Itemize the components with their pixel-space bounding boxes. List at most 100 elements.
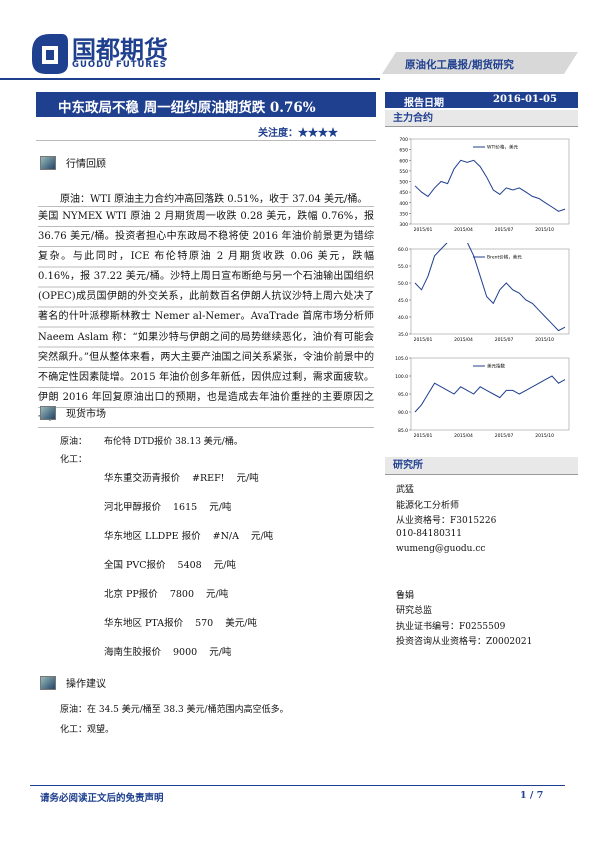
price-item: 北京 PP报价 7800 元/吨: [104, 586, 240, 600]
y-tick-label: 300: [399, 222, 408, 228]
y-tick-label: 105.0: [395, 356, 408, 362]
item-unit: 元/吨: [213, 560, 236, 571]
person-line: 从业资格号：F3015226: [396, 516, 497, 526]
x-tick-label: 2015/07: [495, 227, 514, 233]
item-value: 9000: [173, 647, 198, 658]
item-value: 1615: [173, 502, 198, 513]
person-line: 武猛: [396, 485, 415, 495]
y-tick-label: 600: [399, 158, 408, 164]
y-tick-label: 40.0: [398, 315, 408, 321]
item-name: 海南生胶报价: [104, 647, 162, 658]
line-chart: 35.0 40.0 45.0 50.0 55.0 60.0 2015/01 2015/04 20…: [398, 243, 570, 343]
item-name: 全国 PVC报价: [104, 560, 166, 571]
item-unit: 元/吨: [250, 531, 274, 542]
paragraph: 美国 NYMEX WTI 原油 2 月期货周一收跌 0.28 美元，跌幅 0.7…: [38, 206, 374, 429]
y-tick-label: 350: [399, 211, 408, 217]
price-item: 全国 PVC报价 5408 元/吨: [104, 557, 248, 571]
item-name: 华东地区 PTA报价: [104, 618, 184, 629]
person-line: 鲁娟: [396, 590, 415, 601]
date-label: 报告日期: [404, 98, 444, 109]
date-bar: [385, 92, 578, 108]
section-bar: 研究所: [385, 457, 578, 475]
header-tag: 原油化工晨报/期货研究: [405, 59, 514, 71]
price-item: 华东地区 LLDPE 报价 #N/A 元/吨: [104, 528, 285, 542]
plot-frame: [410, 248, 570, 335]
price-item: 华东重交沥青报价 #REF! 元/吨: [104, 470, 271, 484]
line-chart: 85.0 90.0 95.0 100.0 105.0 2015/01 2015/04 2015…: [395, 356, 570, 439]
x-tick-label: 2015/10: [535, 227, 554, 233]
item-value: 570: [195, 618, 214, 629]
y-tick-label: 100.0: [395, 374, 408, 380]
item-name: 河北甲醇报价: [104, 502, 162, 513]
date-value: 2016-01-05: [493, 94, 557, 105]
title: 中东政局不稳 周一纽约原油期货跌 0.76%: [58, 100, 316, 116]
logo: [32, 34, 68, 74]
heading-text: 现货市场: [66, 409, 106, 420]
y-tick-label: 650: [399, 148, 408, 154]
y-tick-label: 35.0: [398, 332, 408, 338]
label: 化工：: [60, 455, 88, 465]
attention: 关注度：★★★★: [258, 128, 338, 139]
line: [414, 159, 566, 212]
y-tick-label: 50.0: [398, 281, 408, 287]
text: 化工：观望。: [60, 725, 115, 735]
person-line: 研究总监: [396, 606, 433, 616]
item-unit: 元/吨: [209, 647, 232, 658]
y-tick-label: 60.0: [398, 247, 408, 253]
y-tick-label: 500: [399, 180, 408, 186]
x-tick-label: 2015/01: [414, 227, 433, 233]
heading-text: 行情回顾: [66, 159, 106, 170]
item-name: 华东重交沥青报价: [104, 473, 181, 484]
line: [414, 243, 566, 332]
heading-text: 操作建议: [66, 679, 106, 690]
x-tick-label: 2015/07: [495, 337, 514, 343]
label: 原油：: [60, 437, 88, 447]
item-value: #N/A: [212, 531, 239, 542]
disclaimer: 请务必阅读正文后的免责声明: [40, 793, 164, 804]
item-unit: 元/吨: [206, 589, 229, 600]
x-tick-label: 2015/04: [454, 433, 473, 439]
divider: [36, 140, 376, 141]
legend-label: 美元指数: [487, 363, 505, 370]
line-chart: 300 350 400 450 500 550 600 650 700 2015/01 2015/0…: [399, 137, 570, 233]
price-item: 河北甲醇报价 1615 元/吨: [104, 499, 243, 513]
y-tick-label: 45.0: [398, 298, 408, 304]
text: 布伦特 DTD报价 38.13 美元/桶。: [104, 437, 243, 447]
item-unit: 元/吨: [236, 473, 259, 484]
y-tick-label: 550: [399, 169, 408, 175]
person-line: 投资咨询从业资格号：Z0002021: [396, 637, 533, 647]
x-tick-label: 2015/10: [535, 337, 554, 343]
x-tick-label: 2015/04: [454, 227, 473, 233]
person-line: 010-84180311: [396, 528, 463, 539]
legend-label: Brent价格，美元: [487, 254, 522, 261]
legend-label: WTI价格，美元: [487, 144, 519, 151]
plot-frame: [410, 138, 570, 225]
section-heading: 行情回顾: [40, 155, 106, 170]
item-unit: 美元/吨: [225, 618, 257, 629]
price-item: 华东地区 PTA报价 570 美元/吨: [104, 615, 269, 629]
page-number: 1 / 7: [520, 790, 544, 801]
rule: [0, 78, 380, 80]
x-tick-label: 2015/10: [535, 433, 554, 439]
person-line: 能源化工分析师: [396, 500, 460, 511]
item-unit: 元/吨: [209, 502, 232, 513]
item-value: #REF!: [192, 473, 225, 484]
section-heading: 现货市场: [40, 405, 106, 420]
item-name: 北京 PP报价: [104, 589, 158, 600]
rule: [30, 785, 565, 786]
y-tick-label: 85.0: [398, 428, 408, 434]
person-line: wumeng@guodu.cc: [396, 544, 486, 554]
y-tick-label: 700: [399, 137, 408, 143]
section-heading: 操作建议: [40, 675, 106, 690]
item-name: 华东地区 LLDPE 报价: [104, 531, 201, 542]
text: 原油：在 34.5 美元/桶至 38.3 美元/桶范围内高空低多。: [60, 705, 289, 715]
y-tick-label: 90.0: [398, 410, 408, 416]
y-tick-label: 400: [399, 201, 408, 207]
tag-shape: [382, 52, 578, 74]
x-tick-label: 2015/07: [495, 433, 514, 439]
section-bar: 主力合约: [385, 110, 578, 127]
title-bar: [36, 92, 376, 117]
y-tick-label: 95.0: [398, 392, 408, 398]
x-tick-label: 2015/01: [414, 337, 433, 343]
